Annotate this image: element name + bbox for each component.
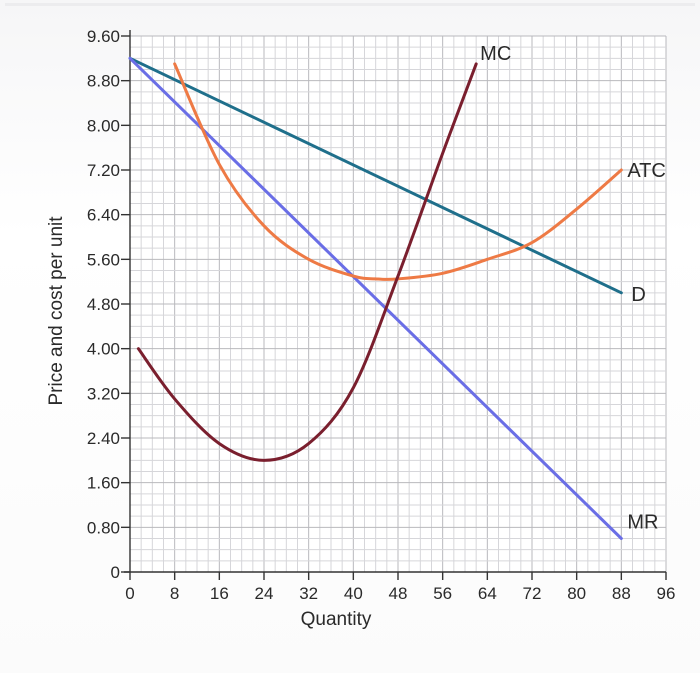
x-tick-label: 88 xyxy=(612,584,631,603)
x-tick-label: 16 xyxy=(210,584,229,603)
x-tick-label: 48 xyxy=(389,584,408,603)
y-tick-label: 0 xyxy=(111,563,120,582)
y-tick-label: 0.80 xyxy=(87,518,120,537)
y-tick-label: 7.20 xyxy=(87,161,120,180)
y-tick-label: 2.40 xyxy=(87,429,120,448)
x-axis-title: Quantity xyxy=(301,609,372,630)
y-tick-label: 4.80 xyxy=(87,295,120,314)
x-tick-label: 80 xyxy=(567,584,586,603)
series-mr-curve xyxy=(128,56,623,540)
x-tick-label: 56 xyxy=(433,584,452,603)
series-mc-curve xyxy=(136,62,478,462)
labels: Quantity Price and cost per unit D MR ATC MC xyxy=(46,43,666,630)
y-tick-label: 8.80 xyxy=(87,72,120,91)
x-tick-label: 40 xyxy=(344,584,363,603)
top-bezel xyxy=(5,3,695,6)
series xyxy=(128,56,623,540)
y-tick-label: 3.20 xyxy=(87,384,120,403)
y-tick-label: 4.00 xyxy=(87,340,120,359)
x-tick-label: 64 xyxy=(478,584,497,603)
series-d-label: D xyxy=(631,284,645,306)
y-tick-label: 6.40 xyxy=(87,206,120,225)
y-tick-label: 9.60 xyxy=(87,27,120,46)
x-tick-label: 8 xyxy=(170,584,179,603)
axes: 0 0.80 1.60 2.40 3.20 4.00 4.80 5.60 6.40 7.20 8.0… xyxy=(87,27,676,603)
grid xyxy=(129,35,667,573)
y-axis-title: Price and cost per unit xyxy=(46,216,67,406)
x-tick-label: 0 xyxy=(125,584,134,603)
x-tick-label: 96 xyxy=(657,584,676,603)
x-tick-label: 24 xyxy=(255,584,274,603)
series-atc-label: ATC xyxy=(627,160,666,182)
series-atc-curve xyxy=(173,62,623,281)
x-tick-label: 72 xyxy=(523,584,542,603)
series-d-curve xyxy=(128,56,623,295)
series-mc-label: MC xyxy=(480,43,511,65)
y-tick-label: 1.60 xyxy=(87,474,120,493)
y-tick-label: 5.60 xyxy=(87,250,120,269)
y-tick-label: 8.00 xyxy=(87,116,120,135)
x-tick-label: 32 xyxy=(299,584,318,603)
series-mr-label: MR xyxy=(627,512,658,534)
